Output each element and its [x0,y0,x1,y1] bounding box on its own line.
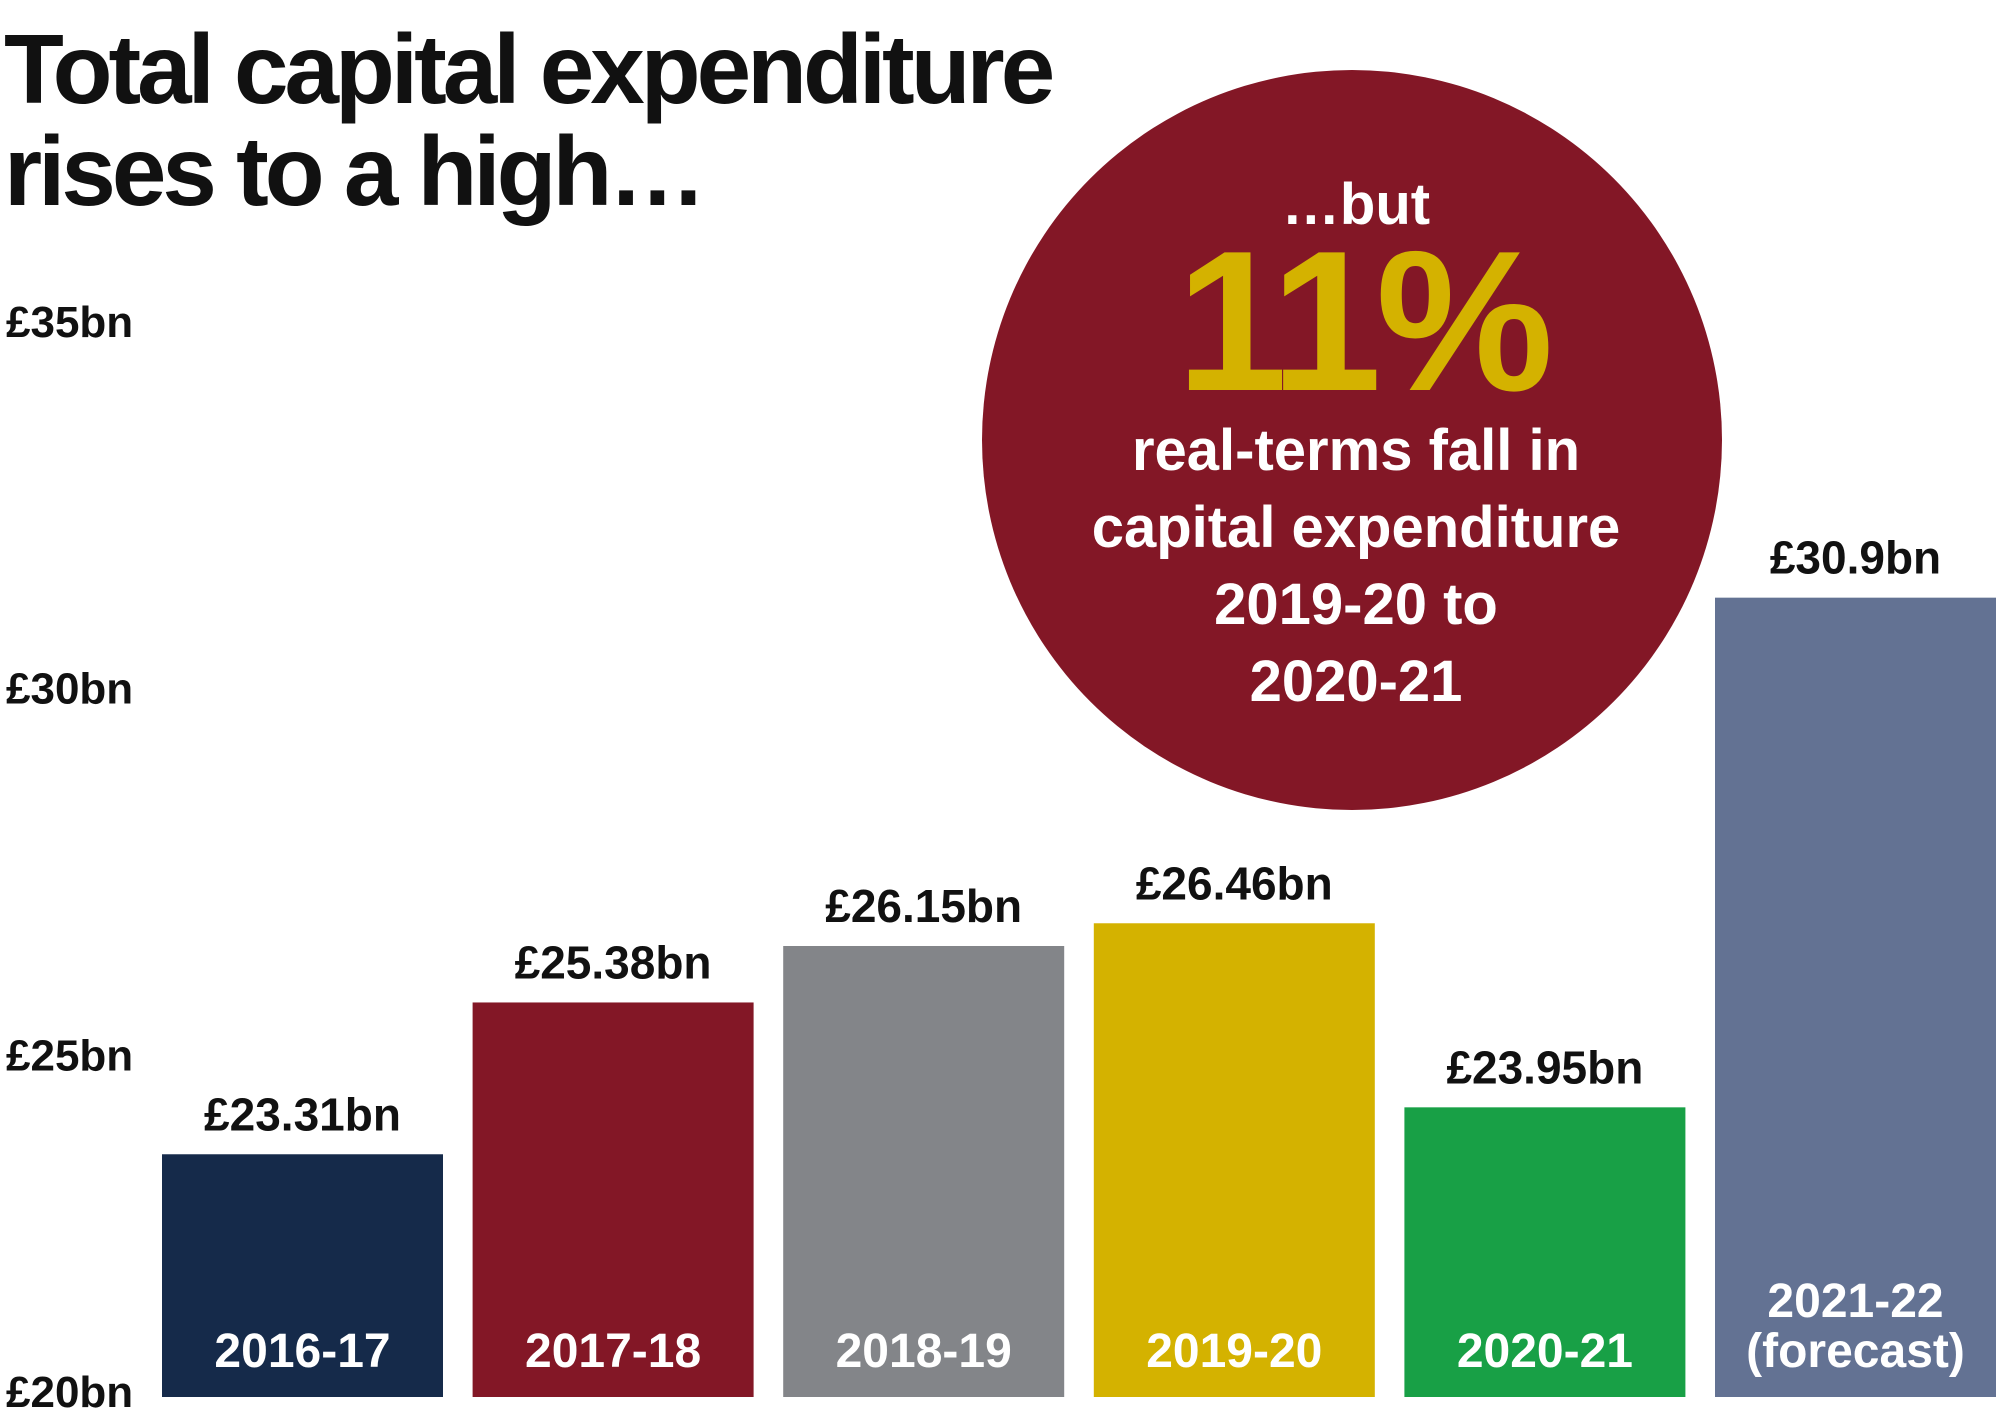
chart-title: Total capital expenditure rises to a hig… [4,14,1055,226]
annotation-highlight: 11% [1176,210,1548,433]
x-tick-label: 2016-17 [214,1325,391,1378]
y-tick-label: £25bn [6,1031,133,1080]
bar [783,946,1065,1397]
y-tick-label: £20bn [6,1368,133,1415]
value-label: £25.38bn [515,936,712,988]
x-tick-label: 2017-18 [525,1325,702,1378]
annotation-intro: …but [1282,172,1430,237]
x-tick-label: 2021-22 (forecast) [1746,1275,1965,1378]
value-label: £26.46bn [1136,857,1333,909]
value-label: £23.95bn [1446,1041,1643,1093]
bar [1715,597,1996,1397]
bar [1404,1107,1686,1397]
x-tick-label: 2018-19 [835,1325,1012,1378]
annotation-line: capital expenditure [1092,495,1621,560]
annotation-line: 2020-21 [1250,649,1463,714]
y-tick-label: £30bn [6,665,133,714]
value-label: £26.15bn [825,880,1022,932]
x-tick-label: 2020-21 [1456,1325,1633,1378]
annotation-line: real-terms fall in [1132,418,1580,483]
annotation-circle [982,70,1722,810]
y-tick-label: £35bn [6,298,133,347]
value-label: £30.9bn [1770,532,1941,584]
bar [1093,923,1375,1397]
x-tick-label: 2019-20 [1146,1325,1323,1378]
bar [472,1002,754,1397]
value-label: £23.31bn [204,1088,401,1140]
bar [162,1154,443,1397]
annotation-line: 2019-20 to [1214,572,1498,637]
